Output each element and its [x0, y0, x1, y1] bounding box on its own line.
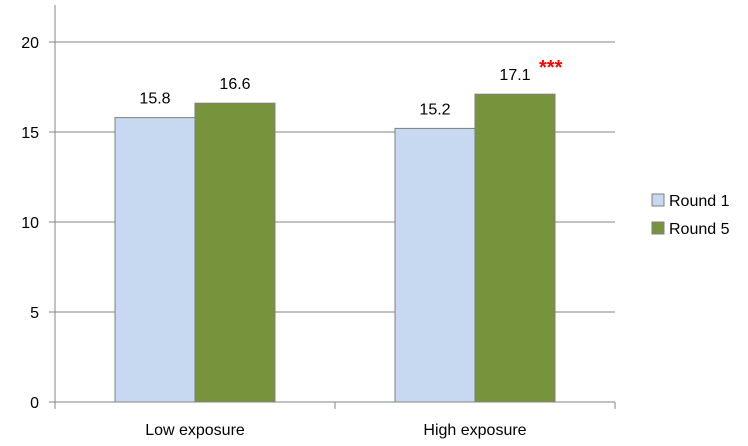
x-category-label: High exposure: [423, 422, 526, 439]
data-label: 16.6: [219, 76, 250, 93]
data-label: 17.1: [499, 67, 530, 84]
x-category-label: Low exposure: [145, 422, 245, 439]
bar: [394, 127, 476, 403]
data-label: 15.8: [139, 91, 170, 108]
y-tick-label: 20: [21, 35, 39, 52]
legend-label: Round 1: [669, 193, 730, 210]
legend-label: Round 5: [669, 221, 730, 238]
labels: 0 5 10 15 20 15.8 16.6 Low exposure 15.2 17.1 High…: [21, 35, 562, 439]
y-tick-label: 10: [21, 215, 39, 232]
bars: [114, 93, 556, 403]
y-tick-label: 5: [30, 305, 39, 322]
data-label: 15.2: [419, 101, 450, 118]
legend-swatch: [651, 221, 665, 235]
bar: [474, 93, 556, 403]
legend: Round 1 Round 5: [651, 193, 730, 238]
y-tick-label: 15: [21, 125, 39, 142]
y-tick-label: 0: [30, 395, 39, 412]
significance-annotation: ***: [539, 57, 563, 79]
bar: [194, 102, 276, 403]
bar: [114, 117, 196, 403]
legend-swatch: [651, 193, 665, 207]
axes: [49, 5, 616, 409]
